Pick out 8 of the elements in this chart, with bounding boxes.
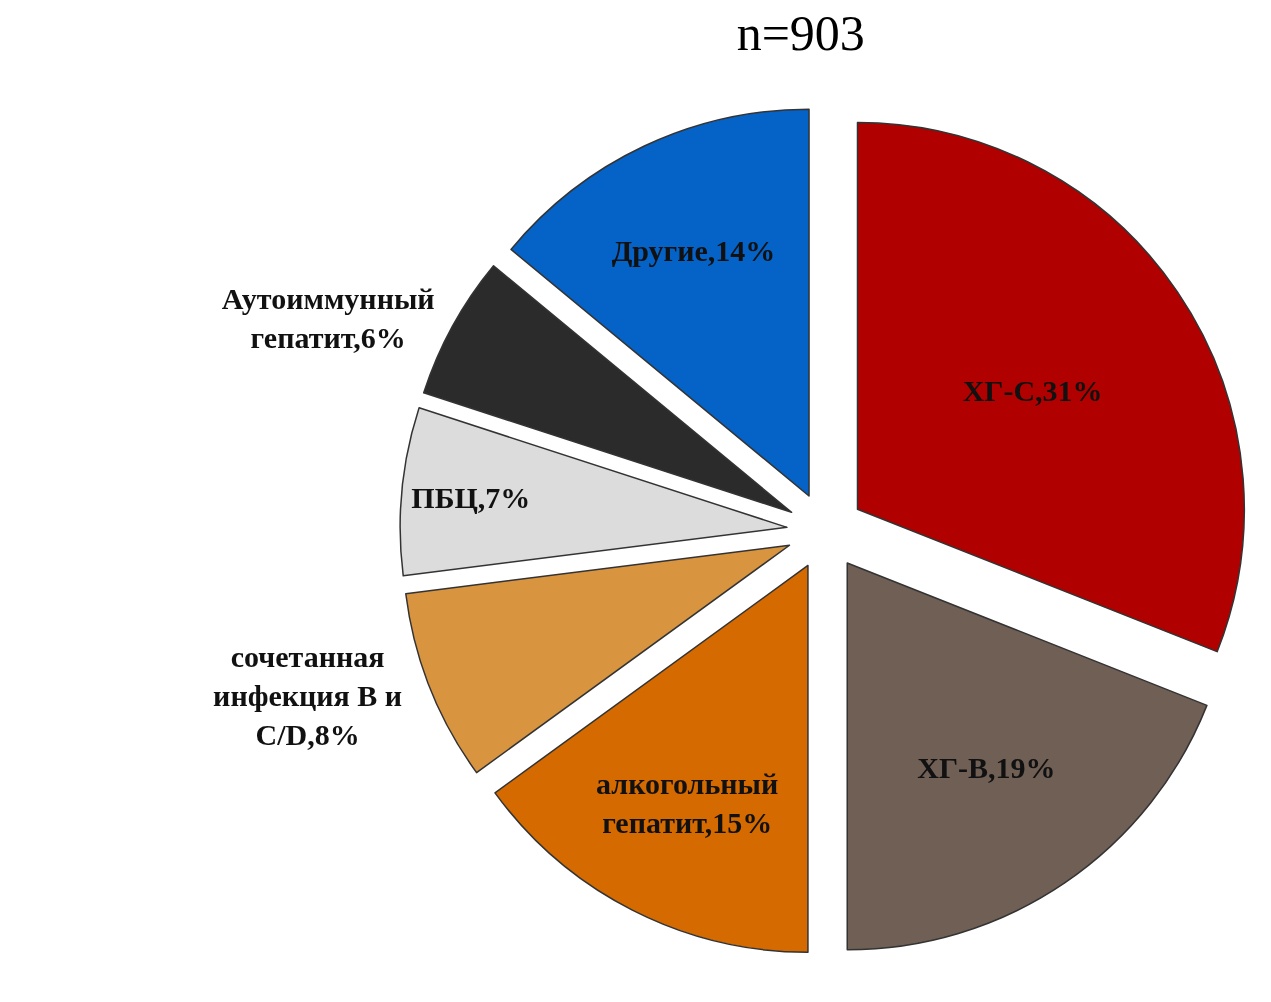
slice-label: ХГ-С,31% [962, 373, 1103, 407]
slice-label: Аутоиммунный гепатит,6% [221, 281, 435, 354]
slice-label: Другие,14% [611, 234, 776, 268]
slice-label: ПБЦ,7% [411, 480, 531, 514]
slice-label: ХГ-В,19% [917, 751, 1056, 785]
slice-label: сочетанная инфекция В и С/D,8% [213, 639, 403, 751]
chart-title: n=903 [736, 5, 865, 62]
slice-label: алкогольный гепатит,15% [596, 766, 779, 839]
